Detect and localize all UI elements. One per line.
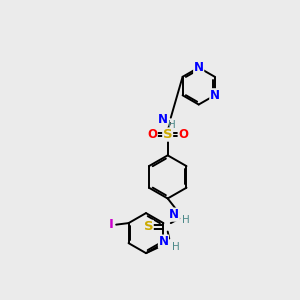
Text: S: S [163, 128, 172, 141]
Text: H: H [182, 215, 190, 225]
Text: O: O [147, 128, 157, 141]
Text: N: N [210, 89, 220, 102]
Text: H: H [169, 120, 176, 130]
Text: O: O [178, 128, 188, 141]
Text: N: N [194, 61, 204, 74]
Text: N: N [158, 235, 169, 248]
Text: N: N [158, 113, 168, 126]
Text: N: N [169, 208, 179, 221]
Text: S: S [143, 220, 153, 233]
Text: I: I [109, 218, 114, 231]
Text: H: H [172, 242, 179, 252]
